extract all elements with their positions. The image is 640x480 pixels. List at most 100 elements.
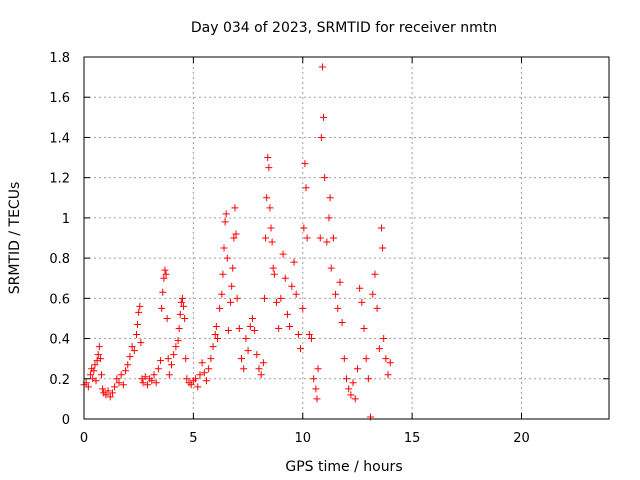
data-point — [148, 377, 156, 385]
data-point — [219, 270, 227, 278]
data-point — [175, 325, 183, 332]
y-tick-label: 1 — [62, 212, 70, 227]
data-point — [288, 282, 296, 290]
y-tick-label: 0.4 — [49, 333, 70, 348]
data-point — [228, 282, 236, 290]
data-point — [224, 327, 232, 335]
data-point — [242, 335, 250, 343]
x-axis-label: GPS time / hours — [285, 459, 402, 475]
data-point — [292, 290, 300, 298]
data-point — [174, 337, 182, 345]
data-point — [334, 304, 342, 312]
data-point — [340, 355, 348, 363]
y-tick-label: 1.4 — [49, 131, 70, 146]
data-point — [345, 385, 353, 393]
data-points — [80, 63, 394, 421]
data-point — [253, 351, 261, 359]
data-point — [378, 224, 385, 232]
data-point — [299, 304, 307, 312]
y-tick-label: 0.6 — [49, 292, 70, 307]
data-point — [181, 314, 189, 322]
data-point — [277, 294, 285, 302]
data-point — [180, 302, 188, 310]
data-point — [301, 160, 309, 168]
data-point — [310, 375, 318, 383]
data-point — [124, 361, 132, 369]
data-point — [192, 375, 200, 383]
data-point — [130, 347, 138, 355]
data-point — [213, 335, 221, 343]
data-point — [326, 194, 334, 202]
chart-title: Day 034 of 2023, SRMTID for receiver nmt… — [191, 20, 497, 36]
data-point — [358, 298, 366, 306]
data-point — [222, 210, 230, 218]
data-point — [375, 345, 383, 353]
data-point — [248, 314, 256, 322]
data-point — [117, 371, 125, 379]
data-point — [177, 298, 185, 306]
data-point — [384, 371, 392, 379]
data-point — [194, 383, 202, 391]
data-point — [268, 238, 276, 246]
data-point — [317, 133, 325, 141]
data-point — [302, 184, 310, 192]
data-point — [257, 371, 265, 379]
data-point — [230, 234, 238, 242]
data-point — [373, 304, 381, 312]
data-point — [196, 371, 204, 379]
data-point — [160, 274, 168, 282]
data-point — [161, 266, 169, 274]
data-point — [96, 355, 104, 363]
data-point — [143, 381, 151, 389]
data-point — [371, 270, 379, 278]
data-point — [233, 294, 241, 302]
data-point — [336, 278, 344, 286]
data-point — [135, 308, 143, 316]
data-point — [119, 381, 127, 389]
data-point — [187, 381, 195, 389]
data-point — [106, 393, 114, 401]
data-point — [305, 331, 313, 339]
data-point — [232, 230, 240, 238]
data-point — [87, 371, 95, 379]
data-point — [139, 379, 147, 387]
data-point — [113, 375, 121, 383]
data-point — [265, 164, 273, 172]
data-point — [290, 258, 298, 266]
data-point — [198, 359, 206, 367]
data-point — [262, 234, 270, 242]
data-point — [286, 322, 294, 330]
data-point — [172, 343, 180, 351]
data-point — [90, 367, 98, 375]
data-point — [380, 335, 388, 343]
data-point — [154, 365, 162, 373]
data-point — [205, 365, 213, 373]
data-point — [267, 224, 275, 232]
data-point — [338, 318, 346, 326]
data-point — [259, 359, 267, 367]
data-point — [347, 391, 355, 399]
data-point — [102, 391, 110, 399]
data-point — [220, 244, 228, 252]
data-point — [207, 355, 215, 363]
data-point — [353, 365, 361, 373]
data-point — [94, 351, 102, 359]
data-point — [279, 250, 287, 258]
x-tick-label: 10 — [294, 431, 311, 446]
data-point — [221, 218, 229, 226]
data-point — [244, 347, 252, 355]
data-point — [318, 63, 326, 71]
data-point — [99, 385, 107, 393]
x-tick-label: 5 — [189, 431, 197, 446]
data-point — [158, 304, 166, 312]
data-point — [212, 322, 220, 330]
data-point — [323, 238, 331, 246]
data-point — [255, 365, 263, 373]
data-point — [240, 365, 248, 373]
data-point — [283, 310, 291, 318]
data-point — [136, 302, 144, 310]
data-point — [369, 290, 377, 298]
data-point — [260, 294, 268, 302]
data-point — [133, 331, 140, 339]
data-point — [251, 327, 259, 335]
